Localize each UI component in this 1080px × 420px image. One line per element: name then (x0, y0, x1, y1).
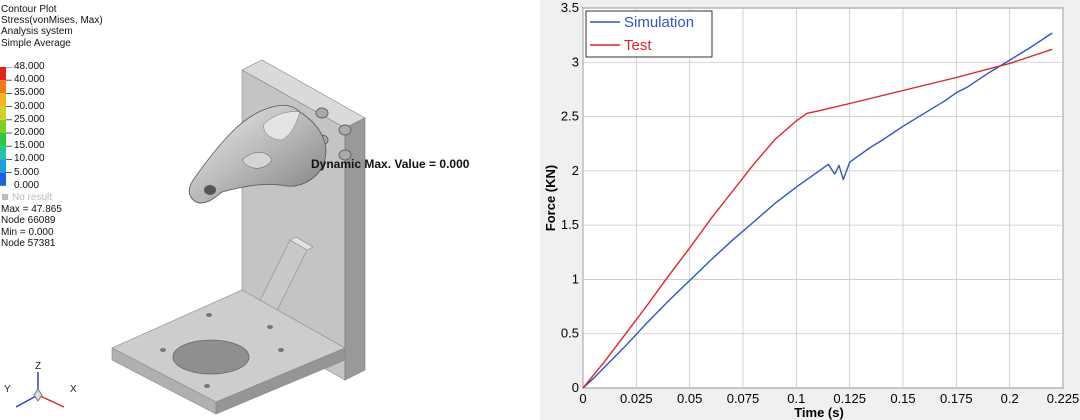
y-tick-label: 0 (572, 380, 579, 395)
contour-viewport: Contour Plot Stress(vonMises, Max) Analy… (0, 4, 470, 415)
color-legend-level: 30.000 (14, 100, 45, 112)
triad-y-label: Y (4, 384, 11, 395)
legend-label-test: Test (624, 37, 652, 54)
color-legend-level: 20.000 (14, 127, 45, 138)
triad-z-label: Z (35, 361, 41, 372)
x-tick-label: 0.15 (890, 391, 915, 406)
color-legend-swatch (0, 67, 6, 81)
color-legend-swatch (0, 93, 6, 107)
color-legend-level: 10.000 (14, 153, 45, 165)
max-node: Node 66089 (1, 215, 56, 226)
color-legend-swatch (0, 119, 6, 133)
triad-x-axis (37, 394, 65, 408)
plate-hole-4 (338, 149, 352, 161)
y-tick-label: 0.5 (561, 326, 579, 341)
x-tick-label: 0.1 (787, 391, 805, 406)
triad-x-label: X (70, 384, 77, 395)
color-legend-swatch (0, 146, 6, 160)
arm-lug-hole (204, 185, 216, 195)
force-time-chart: 0 0.025 0.05 0.075 0.1 0.125 0.15 0.175 0.2 0.225… (543, 0, 1079, 420)
plate-hole-2 (338, 124, 352, 136)
x-tick-label: 0.025 (620, 391, 653, 406)
color-legend-level: 48.000 (14, 61, 45, 72)
y-axis-label: Force (KN) (543, 165, 558, 231)
x-axis-label: Time (s) (794, 405, 844, 420)
color-legend-bar (0, 67, 12, 186)
base-large-hole (172, 339, 250, 375)
plate-hole-1 (315, 107, 329, 119)
x-tick-label: 0.2 (1001, 391, 1019, 406)
y-tick-label: 1.5 (561, 217, 579, 232)
color-legend-swatch (0, 172, 6, 186)
y-tick-label: 3 (572, 54, 579, 69)
arm-cutout (241, 152, 273, 169)
color-legend-swatch (0, 80, 6, 94)
tick-labels: 0 0.025 0.05 0.075 0.1 0.125 0.15 0.175 0.2 0.225… (561, 0, 1079, 406)
series-line-simulation (582, 32, 1053, 389)
dynamic-max-value: Dynamic Max. Value = 0.000 (311, 157, 470, 171)
chart-panel: 0 0.025 0.05 0.075 0.1 0.125 0.15 0.175 0.2 0.225… (540, 0, 1080, 420)
y-tick-label: 3.5 (561, 0, 579, 15)
y-tick-label: 2 (572, 163, 579, 178)
color-legend-level: 5.000 (14, 166, 40, 178)
chart-legend: Simulation Test (585, 10, 713, 58)
no-result-label: No result (12, 192, 53, 203)
color-legend-level: 15.000 (14, 140, 45, 152)
x-tick-label: 0.175 (940, 391, 973, 406)
axis-triad: Z Y X (4, 361, 77, 408)
arm-upper-rib (263, 111, 301, 141)
bracket-model (111, 59, 366, 415)
x-tick-label: 0.225 (1047, 391, 1080, 406)
plate-side (344, 117, 366, 381)
base-hole-5 (267, 325, 273, 329)
base-hole-3 (278, 348, 284, 352)
base-hole-1 (160, 348, 166, 352)
color-legend-level: 25.000 (14, 113, 45, 125)
gusset-rib-edge (289, 236, 314, 251)
x-tick-label: 0 (579, 391, 586, 406)
series-lines (582, 32, 1053, 389)
legend-label-simulation: Simulation (624, 14, 694, 31)
contour-system: Analysis system (1, 26, 73, 37)
color-legend-swatch (0, 133, 6, 147)
base-hole-4 (204, 384, 210, 388)
color-legend-level: 40.000 (14, 74, 45, 86)
color-legend-swatch (0, 159, 6, 173)
base-front-right (215, 347, 346, 415)
color-legend-swatch (0, 106, 6, 120)
min-value: Min = 0.000 (1, 227, 54, 238)
plot-area (582, 7, 1064, 389)
triad-origin (33, 388, 43, 402)
contour-result-type: Stress(vonMises, Max) (1, 15, 103, 26)
legend-box (585, 10, 713, 58)
y-tick-label: 1 (572, 271, 579, 286)
y-tick-label: 2.5 (561, 109, 579, 124)
base-hole-2 (206, 313, 212, 317)
no-result-legend: No result (2, 192, 52, 203)
triad-y-axis (15, 394, 39, 408)
x-tick-label: 0.075 (727, 391, 760, 406)
max-value: Max = 47.865 (1, 204, 62, 215)
color-legend-level: 0.000 (14, 179, 40, 191)
contour-title: Contour Plot (1, 4, 57, 15)
series-line-test (582, 48, 1053, 389)
contour-averaging: Simple Average (1, 38, 71, 49)
x-tick-label: 0.125 (833, 391, 866, 406)
x-tick-label: 0.05 (677, 391, 702, 406)
grid-lines (582, 7, 1064, 389)
color-legend-level: 35.000 (14, 87, 45, 99)
min-node: Node 57381 (1, 238, 56, 249)
no-result-swatch (2, 194, 8, 201)
